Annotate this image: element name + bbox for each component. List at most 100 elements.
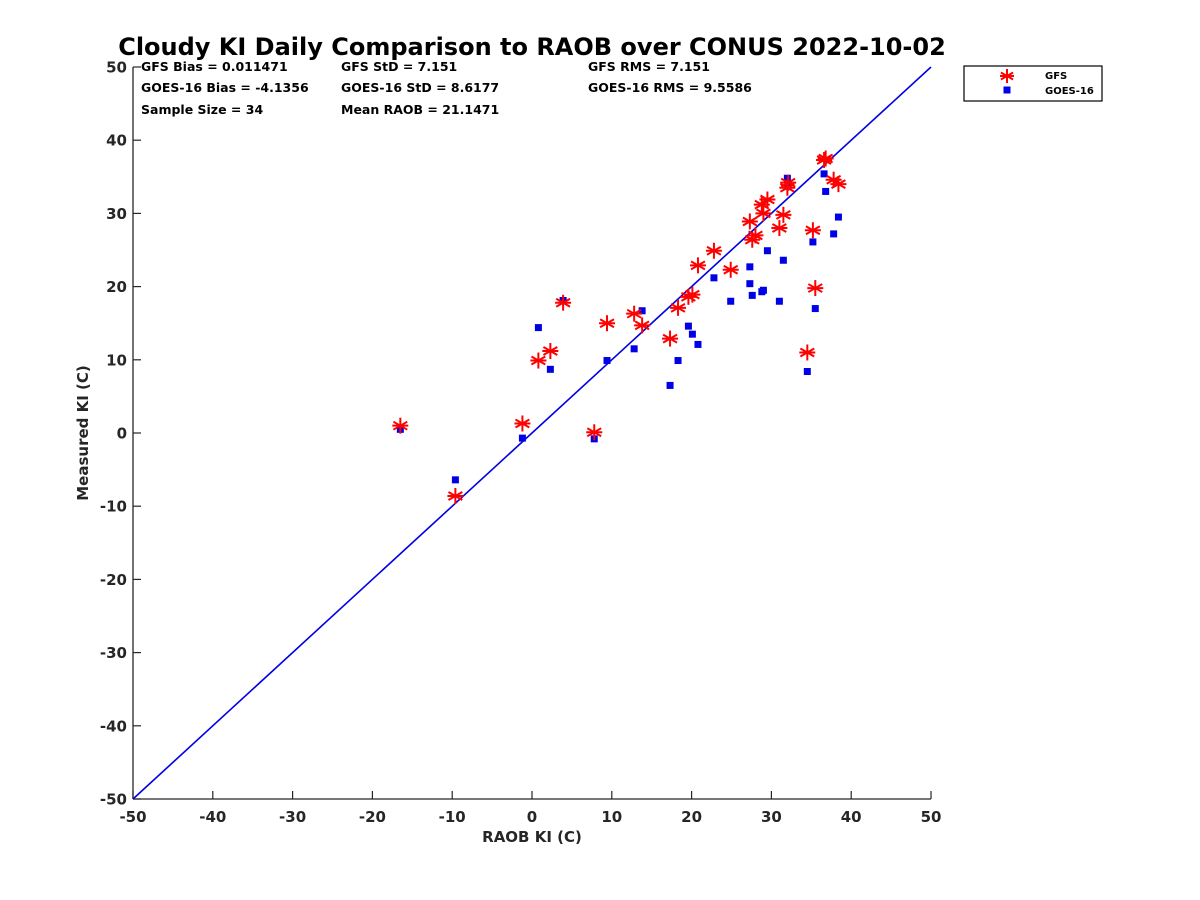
x-tick-label: -50 xyxy=(119,808,146,826)
goes16-point xyxy=(546,365,554,373)
x-axis-label: RAOB KI (C) xyxy=(482,828,582,846)
goes16-point xyxy=(811,305,819,313)
goes16-point xyxy=(694,340,702,348)
goes16-point xyxy=(534,324,542,332)
y-tick-label: -20 xyxy=(100,571,127,589)
y-tick-label: 0 xyxy=(117,425,127,443)
goes16-point xyxy=(674,357,682,365)
gfs-std-stat: GFS StD = 7.151 xyxy=(341,59,457,74)
gfs-point xyxy=(830,176,847,193)
goes16-point xyxy=(603,357,611,365)
goes16-point xyxy=(746,263,754,271)
legend-goes-label: GOES-16 xyxy=(1045,86,1094,97)
gfs-point xyxy=(759,191,776,208)
goes16-point xyxy=(518,434,526,442)
gfs-point xyxy=(741,213,758,230)
gfs-point xyxy=(530,352,547,369)
legend-goes-marker xyxy=(1003,86,1011,94)
gfs-point xyxy=(542,343,559,360)
goes-std-stat: GOES-16 StD = 8.6177 xyxy=(341,80,499,95)
goes16-point xyxy=(630,345,638,353)
mean-raob-stat: Mean RAOB = 21.1471 xyxy=(341,102,499,117)
gfs-point xyxy=(689,257,706,274)
goes16-point xyxy=(748,291,756,299)
data-marks xyxy=(392,150,847,504)
x-tick-label: 40 xyxy=(841,808,862,826)
gfs-point xyxy=(705,242,722,259)
x-tick-label: 10 xyxy=(601,808,622,826)
x-tick-label: -10 xyxy=(439,808,466,826)
x-tick-label: 50 xyxy=(921,808,942,826)
x-tick-label: 30 xyxy=(761,808,782,826)
legend-gfs-label: GFS xyxy=(1045,71,1067,82)
sample-size-stat: Sample Size = 34 xyxy=(141,102,263,117)
goes16-point xyxy=(763,247,771,255)
gfs-point xyxy=(775,206,792,223)
gfs-point xyxy=(586,424,603,441)
gfs-point xyxy=(684,286,701,303)
chart-title: Cloudy KI Daily Comparison to RAOB over … xyxy=(118,33,946,61)
y-tick-label: -40 xyxy=(100,717,127,735)
goes16-point xyxy=(710,274,718,282)
y-tick-label: -10 xyxy=(100,498,127,516)
gfs-point xyxy=(634,317,651,334)
goes16-point xyxy=(727,297,735,305)
gfs-point xyxy=(392,417,409,434)
goes16-point xyxy=(684,322,692,330)
gfs-bias-stat: GFS Bias = 0.011471 xyxy=(141,59,288,74)
legend-box xyxy=(963,65,1103,102)
y-tick-label: 40 xyxy=(106,132,127,150)
y-tick-label: -30 xyxy=(100,644,127,662)
goes16-point xyxy=(451,476,459,484)
x-tick-label: -30 xyxy=(279,808,306,826)
gfs-rms-stat: GFS RMS = 7.151 xyxy=(588,59,710,74)
y-tick-label: -50 xyxy=(100,791,127,809)
goes16-point xyxy=(822,187,830,195)
goes16-point xyxy=(746,280,754,288)
goes16-point xyxy=(666,381,674,389)
gfs-point xyxy=(662,330,679,347)
y-axis-label: Measured KI (C) xyxy=(74,365,92,501)
goes16-point xyxy=(638,307,646,315)
gfs-point xyxy=(599,315,616,332)
gfs-point xyxy=(670,299,687,316)
gfs-point xyxy=(555,294,572,311)
goes-bias-stat: GOES-16 Bias = -4.1356 xyxy=(141,80,309,95)
goes16-point xyxy=(830,230,838,238)
y-tick-label: 50 xyxy=(106,59,127,77)
goes16-point xyxy=(820,170,828,178)
goes16-point xyxy=(779,256,787,264)
legend-gfs-asterisk xyxy=(1000,69,1014,83)
legend: GFS GOES-16 xyxy=(963,65,1103,102)
gfs-point xyxy=(799,344,816,361)
x-tick-label: -20 xyxy=(359,808,386,826)
gfs-point xyxy=(817,150,834,167)
goes-rms-stat: GOES-16 RMS = 9.5586 xyxy=(588,80,752,95)
x-tick-label: 0 xyxy=(527,808,537,826)
gfs-point xyxy=(514,415,531,432)
gfs-point xyxy=(447,487,464,504)
stats-block: GFS Bias = 0.011471 GFS StD = 7.151 GFS … xyxy=(141,59,752,117)
axes: -50 -40 -30 -20 -10 0 10 20 30 40 50 -50 -40 -30 -20 -1… xyxy=(100,59,942,827)
x-tick-label: -40 xyxy=(199,808,226,826)
gfs-point xyxy=(780,174,797,191)
gfs-point xyxy=(804,222,821,239)
x-tick-label: 20 xyxy=(681,808,702,826)
gfs-point xyxy=(747,227,764,244)
goes16-point xyxy=(834,213,842,221)
goes16-point xyxy=(688,330,696,338)
gfs-point xyxy=(755,205,772,222)
y-tick-label: 20 xyxy=(106,278,127,296)
one-to-one-line xyxy=(132,66,932,800)
legend-gfs-marker xyxy=(1000,69,1014,83)
legend-goes-square xyxy=(1003,86,1011,94)
gfs-point xyxy=(807,280,824,297)
y-tick-label: 10 xyxy=(106,351,127,369)
goes16-point xyxy=(775,297,783,305)
gfs-point xyxy=(626,305,643,322)
goes16-point xyxy=(803,368,811,376)
y-tick-label: 30 xyxy=(106,205,127,223)
goes16-point xyxy=(809,238,817,246)
goes16-point xyxy=(759,286,767,294)
